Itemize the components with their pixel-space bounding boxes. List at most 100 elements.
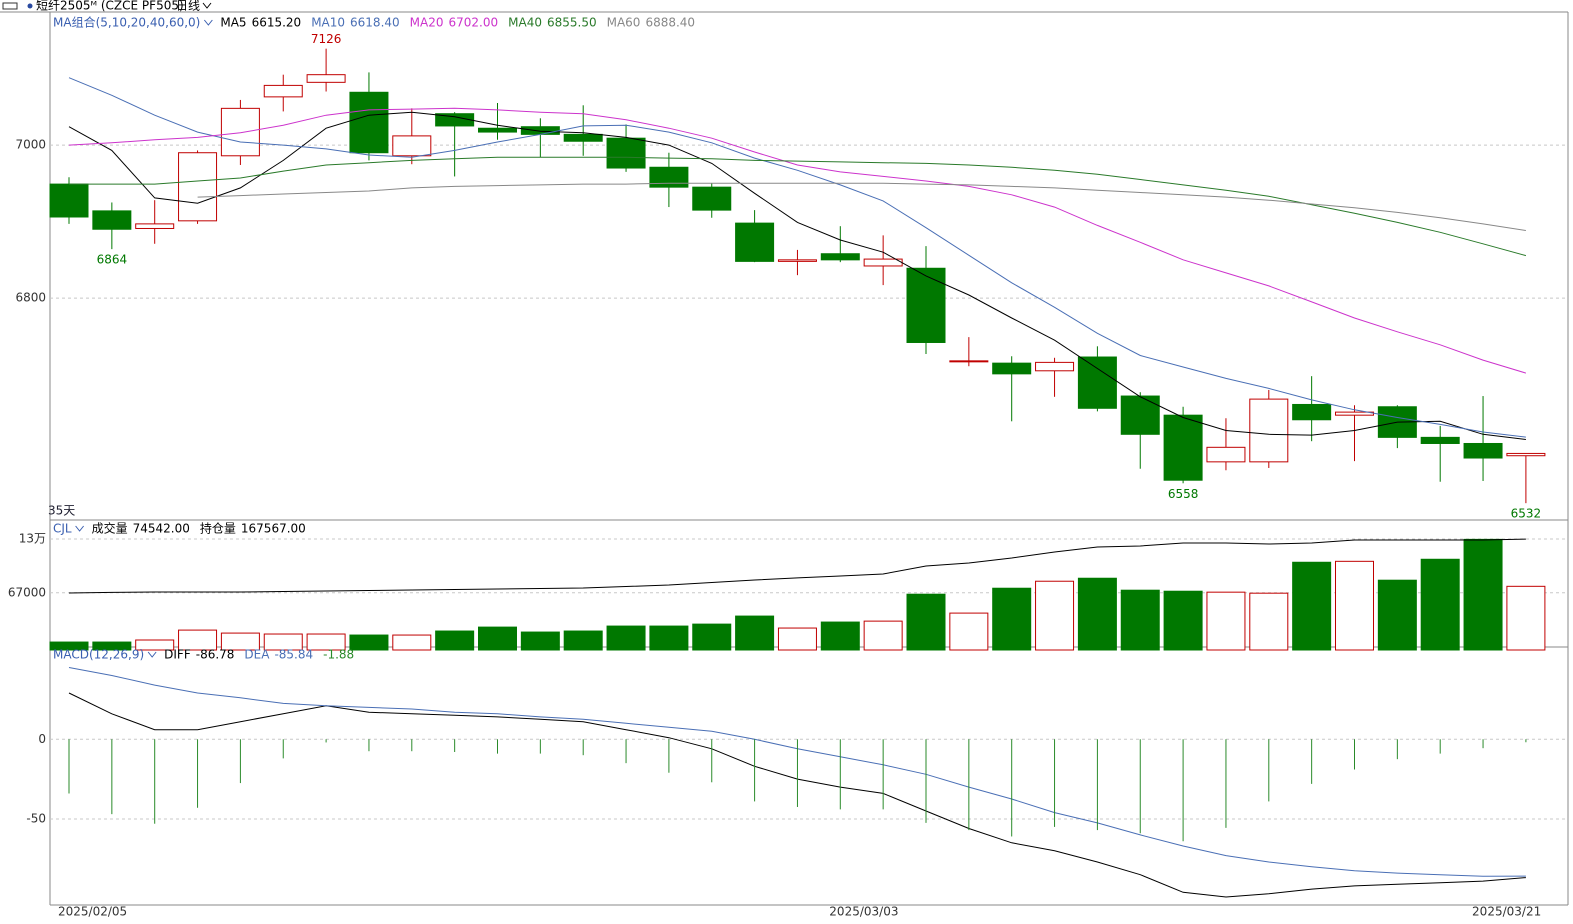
volume-bar bbox=[606, 625, 646, 651]
volume-bar bbox=[1077, 577, 1117, 651]
candle-body bbox=[135, 223, 175, 229]
candle-body bbox=[1206, 446, 1246, 463]
indicator-name: CJL bbox=[53, 522, 72, 536]
legend-name: MA20 bbox=[410, 16, 444, 30]
volume-bar bbox=[1120, 589, 1160, 651]
candle-body bbox=[606, 137, 646, 169]
candle-body bbox=[1163, 414, 1203, 481]
indicator-chevron bbox=[203, 19, 213, 26]
volume-bar bbox=[735, 615, 775, 651]
volume-bar bbox=[520, 631, 560, 651]
extreme-label: 6864 bbox=[97, 253, 128, 267]
legend-name: 持仓量 bbox=[200, 521, 236, 536]
indicator-chevron bbox=[147, 651, 157, 658]
candle-body bbox=[435, 113, 475, 127]
volume-bar bbox=[1292, 561, 1332, 651]
candle-body bbox=[1120, 395, 1160, 435]
volume-bar bbox=[263, 633, 303, 651]
open-interest-line bbox=[68, 538, 1526, 594]
legend-value: 6888.40 bbox=[645, 16, 695, 30]
candle-body bbox=[1249, 398, 1289, 463]
ma-line bbox=[68, 107, 1527, 374]
candle-body bbox=[692, 186, 732, 211]
candle-body bbox=[1292, 403, 1332, 421]
candle-body bbox=[563, 133, 603, 142]
legend-name: MA40 bbox=[508, 16, 542, 30]
candle-body bbox=[306, 74, 346, 83]
candle-body bbox=[392, 135, 432, 157]
candle-body bbox=[263, 84, 303, 98]
candle-body bbox=[777, 259, 817, 262]
volume-bar bbox=[1249, 592, 1289, 651]
volume-bar bbox=[1206, 591, 1246, 651]
volume-bar bbox=[306, 633, 346, 651]
indicator-name: MACD(12,26,9) bbox=[53, 648, 144, 662]
ma-line bbox=[197, 182, 1526, 231]
volume-bar bbox=[1420, 558, 1460, 651]
legend-name: MA60 bbox=[607, 16, 641, 30]
volume-bar bbox=[692, 623, 732, 651]
legend-value: 167567.00 bbox=[241, 522, 306, 536]
indicator-name: MA组合(5,10,20,40,60,0) bbox=[53, 15, 200, 30]
extreme-label: 7126 bbox=[311, 32, 342, 46]
volume-bar bbox=[1035, 580, 1075, 651]
candle-body bbox=[92, 210, 132, 230]
symbol-dot bbox=[27, 3, 33, 9]
y-tick-label: 7000 bbox=[15, 138, 46, 152]
candle-body bbox=[949, 360, 989, 363]
candle-body bbox=[820, 253, 860, 261]
y-tick-label: 0 bbox=[38, 732, 46, 746]
ma-line bbox=[69, 156, 1527, 257]
volume-bar bbox=[1377, 579, 1417, 651]
candle-body bbox=[1506, 452, 1546, 457]
candle-body bbox=[735, 222, 775, 262]
volume-bar bbox=[135, 639, 175, 651]
candle-body bbox=[649, 166, 689, 188]
volume-bar bbox=[820, 621, 860, 651]
volume-bar bbox=[863, 620, 903, 651]
legend-value: -86.78 bbox=[196, 648, 235, 662]
legend-value: -85.84 bbox=[274, 648, 313, 662]
y-tick-label: 13万 bbox=[19, 531, 46, 545]
volume-bar bbox=[220, 632, 260, 651]
ma-line bbox=[68, 77, 1526, 438]
period[interactable]: 日线 bbox=[176, 0, 200, 13]
y-tick-label: 6800 bbox=[15, 291, 46, 305]
legend-name: MA5 bbox=[220, 16, 246, 30]
volume-bar bbox=[1463, 538, 1503, 651]
candle-body bbox=[1035, 361, 1075, 372]
symbol[interactable]: 短纤2505ᴹ (CZCE PF505) bbox=[36, 0, 184, 13]
volume-bar bbox=[1506, 585, 1546, 651]
extreme-label: 6558 bbox=[1168, 487, 1199, 501]
volume-bar bbox=[649, 625, 689, 651]
legend-value: -1.88 bbox=[323, 648, 354, 662]
candle-body bbox=[1463, 442, 1503, 459]
candle-body bbox=[220, 107, 260, 157]
legend-name: DIFF bbox=[164, 648, 191, 662]
legend-name: 成交量 bbox=[92, 521, 128, 536]
y-tick-label: 67000 bbox=[8, 585, 46, 599]
x-tick-label: 2025/03/21 bbox=[1472, 905, 1541, 919]
candle-body bbox=[1420, 436, 1460, 444]
volume-bar bbox=[992, 587, 1032, 651]
candle-body bbox=[178, 152, 218, 222]
extreme-label: 6532 bbox=[1511, 507, 1542, 521]
volume-bar bbox=[49, 641, 89, 651]
period-label: 35天 bbox=[48, 504, 75, 518]
x-tick-label: 2025/02/05 bbox=[58, 905, 127, 919]
legend-value: 74542.00 bbox=[133, 522, 190, 536]
x-tick-label: 2025/03/03 bbox=[829, 905, 898, 919]
volume-bar bbox=[906, 593, 946, 651]
volume-bar bbox=[349, 634, 389, 651]
volume-bar bbox=[178, 629, 218, 651]
legend-value: 6615.20 bbox=[252, 16, 302, 30]
ma-line bbox=[68, 111, 1526, 440]
legend-value: 6855.50 bbox=[547, 16, 597, 30]
volume-bar bbox=[1335, 560, 1374, 651]
period-chevron[interactable] bbox=[202, 2, 212, 9]
menu-icon[interactable] bbox=[2, 2, 18, 10]
legend-value: 6618.40 bbox=[350, 16, 400, 30]
volume-bar bbox=[777, 627, 817, 651]
